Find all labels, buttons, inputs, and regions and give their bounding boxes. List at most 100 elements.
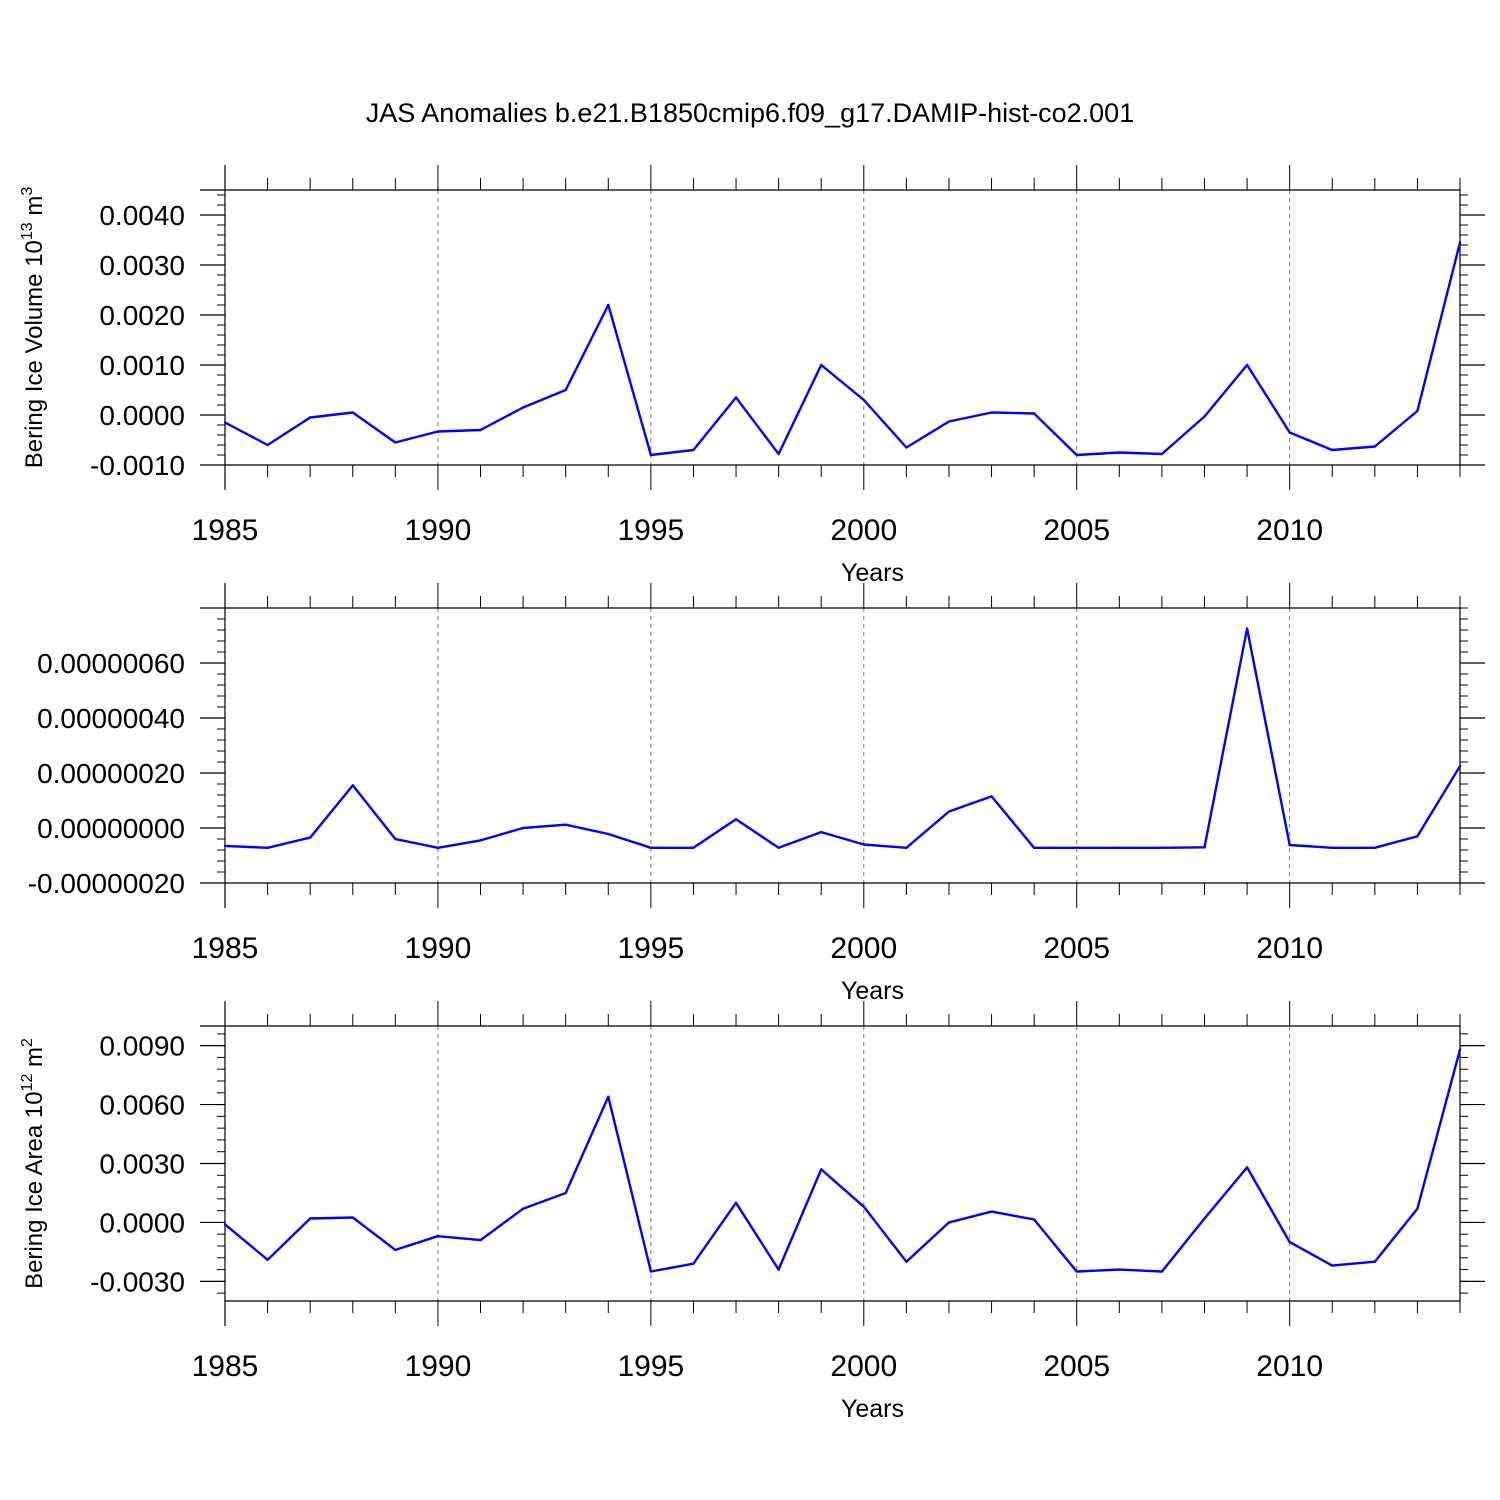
y-axis-label-exponent: 13 xyxy=(19,222,36,240)
data-point xyxy=(223,421,227,424)
data-point xyxy=(521,1207,525,1210)
data-point xyxy=(1032,1218,1036,1221)
y-tick-label: -0.0030 xyxy=(90,1266,185,1297)
y-axis-label-base: Bering Ice Volume 10 xyxy=(21,240,48,468)
x-tick-label: 2010 xyxy=(1256,932,1323,965)
data-point xyxy=(777,1268,780,1271)
data-point xyxy=(777,452,780,456)
data-point xyxy=(1331,448,1334,452)
data-point xyxy=(564,1191,567,1195)
x-tick-label: 1995 xyxy=(617,514,684,547)
x-tick-label: 1985 xyxy=(192,1350,259,1383)
data-point xyxy=(1160,1270,1164,1273)
data-point xyxy=(266,846,269,849)
panel-1: -0.0010 0.0000 0.0010 0.0020 0.0030 0.0040 198… xyxy=(19,165,1485,587)
data-point xyxy=(521,406,525,409)
data-point xyxy=(607,303,610,307)
y-axis-label: Bering Ice Volume 1013 m3 xyxy=(19,187,48,469)
data-point xyxy=(223,1223,227,1226)
series-line xyxy=(224,1049,1462,1273)
panel-3: -0.0030 0.0000 0.0030 0.0060 0.0090 1985 1990 1… xyxy=(19,1001,1485,1423)
data-point xyxy=(1075,453,1078,457)
data-point xyxy=(734,396,738,399)
data-point xyxy=(1458,241,1462,244)
data-point xyxy=(905,1260,908,1263)
y-axis-label: Bering Ice Area 1012 m2 xyxy=(19,1038,48,1289)
data-point xyxy=(1416,409,1419,413)
data-point xyxy=(1245,363,1249,367)
x-axis-label: Years xyxy=(841,977,904,1005)
data-point xyxy=(1373,445,1377,448)
data-point xyxy=(266,1258,269,1261)
data-point xyxy=(905,446,908,449)
data-point xyxy=(436,846,440,849)
data-point xyxy=(607,832,610,836)
data-point xyxy=(1203,1217,1206,1220)
data-point xyxy=(862,398,865,402)
x-tick-label: 2005 xyxy=(1043,1350,1110,1383)
y-tick-label: 0.0060 xyxy=(99,1090,185,1121)
data-point xyxy=(1118,451,1121,454)
x-tick-label: 2000 xyxy=(830,1350,897,1383)
data-point xyxy=(649,846,653,849)
data-point xyxy=(649,1270,653,1273)
data-point xyxy=(1245,627,1249,630)
data-point xyxy=(1458,764,1462,768)
data-point xyxy=(607,1095,610,1098)
data-point xyxy=(990,795,993,798)
data-point xyxy=(1288,843,1291,847)
data-point xyxy=(394,441,397,444)
x-axis-label: Years xyxy=(841,1395,904,1423)
x-tick-label: 2005 xyxy=(1043,932,1110,965)
data-point xyxy=(1160,846,1164,849)
y-tick-label: 0.0000 xyxy=(99,1207,185,1238)
data-point xyxy=(1416,1207,1419,1210)
data-point xyxy=(1458,1048,1462,1051)
y-axis-label-exponent: 12 xyxy=(19,1074,36,1092)
x-axis-label: Years xyxy=(841,559,904,587)
y-tick-label: 0.00000060 xyxy=(37,648,185,679)
data-point xyxy=(564,823,567,826)
x-tick-label: 1995 xyxy=(617,932,684,965)
y-tick-label: 0.0030 xyxy=(99,250,185,281)
data-point xyxy=(947,420,951,423)
data-point xyxy=(1160,452,1164,456)
data-point xyxy=(351,1216,354,1219)
data-point xyxy=(1075,1270,1078,1273)
y-tick-label: -0.00000020 xyxy=(28,868,185,899)
y-tick-label: 0.0090 xyxy=(99,1031,185,1062)
data-point xyxy=(1373,846,1377,849)
y-tick-label: 0.0040 xyxy=(99,200,185,231)
data-point xyxy=(479,1238,482,1242)
y-axis-label-unit: m xyxy=(21,196,48,223)
data-point xyxy=(990,411,993,414)
chart-title: JAS Anomalies b.e21.B1850cmip6.f09_g17.D… xyxy=(365,98,1135,128)
data-point xyxy=(1032,412,1036,415)
data-point xyxy=(1203,415,1206,418)
y-tick-label: 0.00000020 xyxy=(37,758,185,789)
y-tick-label: 0.0010 xyxy=(99,350,185,381)
panel-2: -0.00000020 0.00000000 0.00000020 0.0000004… xyxy=(28,583,1485,1005)
data-point xyxy=(1373,1260,1377,1263)
data-point xyxy=(351,411,354,414)
data-point xyxy=(308,836,312,839)
series-line xyxy=(224,242,1462,457)
data-point xyxy=(1032,846,1036,849)
y-tick-label: 0.0020 xyxy=(99,300,185,331)
y-tick-label: 0.00000000 xyxy=(37,813,185,844)
data-point xyxy=(521,826,525,830)
data-point xyxy=(1288,1240,1291,1244)
y-axis-label-unit: m xyxy=(21,1047,48,1074)
y-axis-label-unit-exponent: 2 xyxy=(19,1038,36,1047)
x-tick-label: 1985 xyxy=(192,932,259,965)
data-point xyxy=(1416,835,1419,838)
data-point xyxy=(820,830,823,834)
data-point xyxy=(223,844,227,848)
data-point xyxy=(394,1248,397,1252)
data-point xyxy=(734,1201,738,1204)
data-point xyxy=(564,388,567,392)
data-point xyxy=(777,846,780,849)
x-tick-label: 2005 xyxy=(1043,514,1110,547)
data-point xyxy=(1331,1264,1334,1267)
